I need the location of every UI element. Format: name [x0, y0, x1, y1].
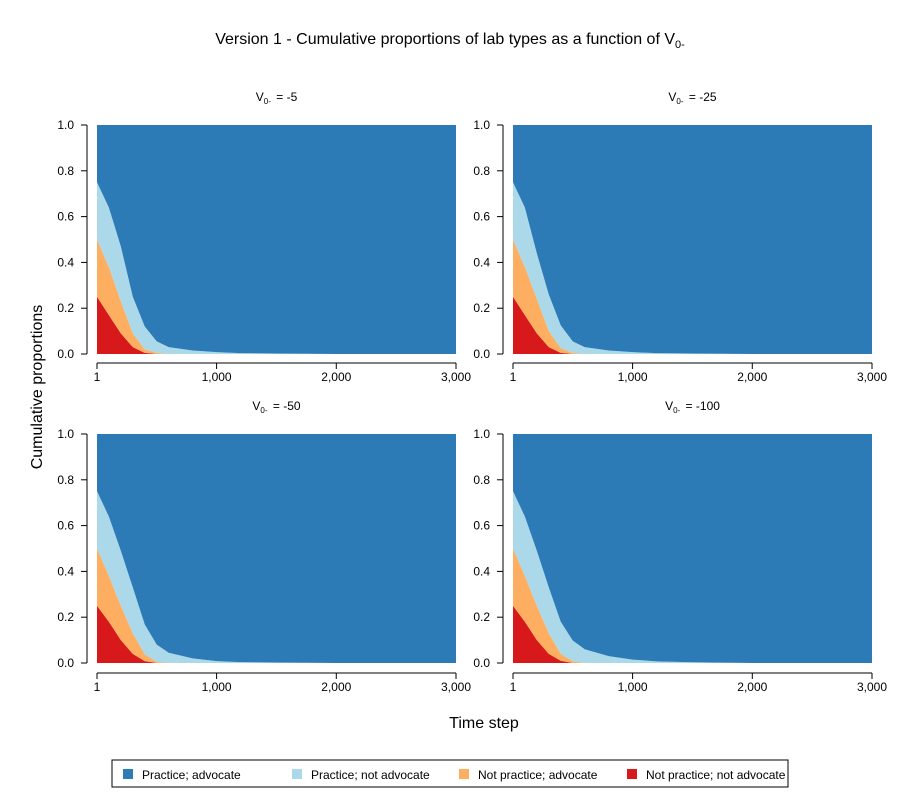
y-tick-label: 0.0: [57, 347, 74, 361]
x-tick-label: 2,000: [321, 370, 351, 384]
y-tick-label: 0.2: [473, 610, 490, 624]
y-tick-label: 0.8: [473, 473, 490, 487]
x-tick-label: 3,000: [857, 680, 887, 694]
y-axis: 0.0 0.2 0.4 0.6 0.8 1.0: [473, 118, 504, 361]
panel-1: V0- = -5 0.0 0.2 0.4 0.6 0.8 1.0 1 1,000 2,000 3,0…: [57, 90, 471, 384]
x-tick-label: 1: [510, 680, 517, 694]
y-tick-label: 1.0: [473, 427, 490, 441]
legend-item: Practice; not advocate: [292, 768, 430, 782]
x-axis: 1 1,000 2,000 3,000: [510, 672, 887, 694]
x-tick-label: 1: [94, 680, 101, 694]
y-axis: 0.0 0.2 0.4 0.6 0.8 1.0: [57, 118, 88, 361]
y-tick-label: 0.6: [57, 519, 74, 533]
area-not-practice-not-advocate: [97, 296, 456, 354]
legend-label: Not practice; not advocate: [646, 768, 786, 782]
area-not-practice-advocate: [97, 239, 456, 354]
y-tick-label: 0.4: [57, 255, 74, 269]
legend-label: Not practice; advocate: [478, 768, 598, 782]
x-tick-label: 3,000: [857, 370, 887, 384]
area-practice-advocate: [513, 125, 872, 354]
panel-4: V0- = -100 0.0 0.2 0.4 0.6 0.8 1.0 1 1,000 2,000 3…: [473, 399, 887, 694]
x-axis: 1 1,000 2,000 3,000: [94, 362, 471, 384]
legend-label: Practice; advocate: [142, 768, 241, 782]
panel-3: V0- = -50 0.0 0.2 0.4 0.6 0.8 1.0 1 1,000 2,000 3,…: [57, 399, 471, 694]
y-tick-label: 0.8: [473, 164, 490, 178]
y-tick-label: 1.0: [473, 118, 490, 132]
area-practice-advocate: [97, 125, 456, 354]
x-tick-label: 1: [94, 370, 101, 384]
y-tick-label: 0.0: [473, 347, 490, 361]
x-tick-label: 2,000: [737, 680, 767, 694]
x-tick-label: 3,000: [441, 370, 471, 384]
x-tick-label: 1,000: [202, 370, 232, 384]
legend-label: Practice; not advocate: [311, 768, 430, 782]
panels-grid: V0- = -5 0.0 0.2 0.4 0.6 0.8 1.0 1 1,000 2,000 3,0…: [57, 90, 887, 694]
legend-swatch: [459, 769, 469, 779]
panel-title: V0- = -5: [256, 90, 298, 106]
panel-2: V0- = -25 0.0 0.2 0.4 0.6 0.8 1.0 1 1,000 2,000 3,…: [473, 90, 887, 384]
x-tick-label: 1,000: [202, 680, 232, 694]
legend-item: Practice; advocate: [123, 768, 241, 782]
y-tick-label: 0.0: [57, 656, 74, 670]
legend: Practice; advocate Practice; not advocate…: [111, 759, 789, 788]
area-not-practice-not-advocate: [97, 605, 456, 663]
x-tick-label: 2,000: [321, 680, 351, 694]
panel-title: V0- = -100: [665, 399, 720, 415]
y-axis: 0.0 0.2 0.4 0.6 0.8 1.0: [473, 427, 504, 670]
legend-swatch: [627, 769, 637, 779]
x-tick-label: 1: [510, 370, 517, 384]
area-not-practice-advocate: [97, 548, 456, 663]
x-tick-label: 1,000: [618, 370, 648, 384]
y-tick-label: 0.2: [57, 610, 74, 624]
y-tick-label: 0.2: [57, 301, 74, 315]
area-practice-advocate: [513, 434, 872, 663]
panel-title: V0- = -50: [252, 399, 300, 415]
x-tick-label: 2,000: [737, 370, 767, 384]
area-not-practice-not-advocate: [513, 296, 872, 354]
y-tick-label: 0.0: [473, 656, 490, 670]
panel-title: V0- = -25: [668, 90, 716, 106]
y-tick-label: 0.6: [57, 210, 74, 224]
y-tick-label: 0.6: [473, 519, 490, 533]
x-axis: 1 1,000 2,000 3,000: [510, 362, 887, 384]
y-axis: 0.0 0.2 0.4 0.6 0.8 1.0: [57, 427, 88, 670]
y-tick-label: 0.4: [57, 564, 74, 578]
legend-swatch: [292, 769, 302, 779]
y-tick-label: 0.8: [57, 473, 74, 487]
legend-item: Not practice; advocate: [459, 768, 598, 782]
x-axis-title: Time step: [449, 715, 519, 732]
legend-item: Not practice; not advocate: [627, 768, 786, 782]
area-practice-advocate: [97, 434, 456, 663]
y-tick-label: 1.0: [57, 427, 74, 441]
legend-items: Practice; advocate Practice; not advocate…: [123, 768, 786, 782]
chart-title: Version 1 - Cumulative proportions of la…: [215, 31, 685, 51]
y-tick-label: 0.2: [473, 301, 490, 315]
x-axis: 1 1,000 2,000 3,000: [94, 672, 471, 694]
area-not-practice-not-advocate: [513, 605, 872, 663]
area-not-practice-advocate: [513, 239, 872, 354]
y-tick-label: 0.6: [473, 210, 490, 224]
legend-swatch: [123, 769, 133, 779]
y-tick-label: 0.4: [473, 255, 490, 269]
area-not-practice-advocate: [513, 548, 872, 663]
y-axis-title: Cumulative proportions: [29, 305, 46, 470]
legend-frame: [111, 759, 789, 788]
x-tick-label: 1,000: [618, 680, 648, 694]
y-tick-label: 1.0: [57, 118, 74, 132]
y-tick-label: 0.8: [57, 164, 74, 178]
y-tick-label: 0.4: [473, 564, 490, 578]
x-tick-label: 3,000: [441, 680, 471, 694]
